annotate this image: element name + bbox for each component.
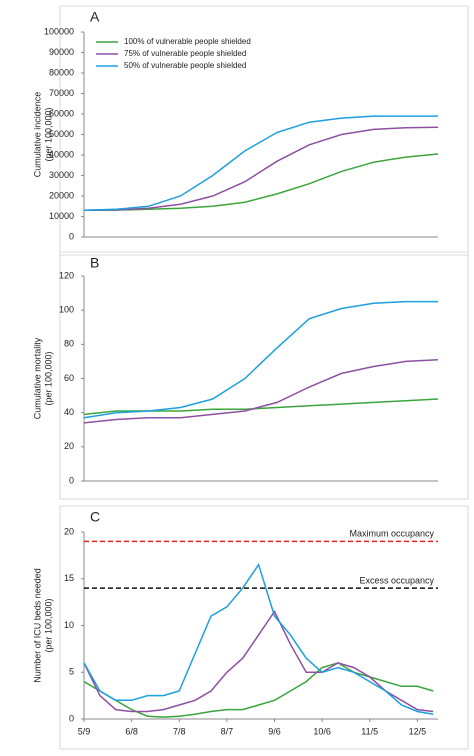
x-tick-label: 12/5	[409, 726, 427, 736]
y-tick-label: 100000	[44, 26, 74, 36]
y-tick-label: 5	[69, 667, 74, 677]
x-tick-label: 7/8	[173, 726, 186, 736]
x-tick-label: 5/9	[78, 726, 91, 736]
y-tick-label: 60000	[49, 108, 74, 118]
y-tick-label: 60	[64, 373, 74, 383]
series-line	[83, 662, 434, 718]
legend-label: 50% of vulnerable people shielded	[124, 61, 246, 70]
panel-frame	[59, 505, 469, 750]
legend-label: 75% of vulnerable people shielded	[124, 49, 246, 58]
y-tick-label: 70000	[49, 88, 74, 98]
series-line	[83, 126, 439, 212]
y-tick-label: 20	[64, 441, 74, 451]
series-line	[83, 300, 438, 419]
y-axis-label: (per 100,000)	[43, 107, 53, 161]
y-tick-label: 10000	[49, 211, 74, 221]
x-tick-label: 9/6	[268, 726, 281, 736]
y-tick-label: 120	[59, 270, 74, 280]
reference-label: Maximum occupancy	[349, 529, 434, 539]
y-tick-label: 40000	[49, 149, 74, 159]
x-tick-label: 11/5	[361, 726, 378, 736]
y-axis-label: (per 100,000)	[43, 351, 53, 405]
panel-label: B	[90, 255, 99, 271]
y-tick-label: 40	[64, 407, 74, 417]
y-tick-label: 0	[69, 475, 74, 485]
series-line	[83, 610, 434, 713]
y-tick-label: 20	[64, 526, 74, 536]
y-tick-label: 80000	[49, 67, 74, 77]
y-tick-label: 15	[64, 573, 74, 583]
y-tick-label: 0	[69, 231, 74, 241]
y-axis-label: Number of ICU beds needed	[32, 568, 42, 683]
y-tick-label: 100	[59, 305, 74, 315]
panel-label: A	[90, 9, 100, 25]
panel-frame	[59, 5, 469, 256]
y-tick-label: 90000	[49, 47, 74, 57]
y-axis-label: Cumulative mortality	[32, 337, 42, 419]
y-tick-label: 10	[64, 620, 74, 630]
y-axis-label: Cumulative incidence	[32, 92, 42, 178]
y-tick-label: 20000	[49, 190, 74, 200]
x-tick-label: 8/7	[221, 726, 234, 736]
x-tick-label: 6/8	[125, 726, 138, 736]
series-line	[83, 562, 434, 716]
y-axis-label: (per 100,000)	[43, 598, 53, 652]
panel-frame	[59, 251, 469, 500]
legend-label: 100% of vulnerable people shielded	[124, 37, 251, 46]
series-line	[83, 358, 439, 424]
reference-label: Excess occupancy	[359, 575, 434, 585]
series-line	[83, 115, 438, 212]
y-tick-label: 30000	[49, 170, 74, 180]
x-tick-label: 10/6	[313, 726, 331, 736]
y-tick-label: 50000	[49, 129, 74, 139]
series-line	[83, 153, 439, 212]
y-tick-label: 80	[64, 339, 74, 349]
y-tick-label: 0	[69, 713, 74, 723]
panel-label: C	[90, 509, 100, 525]
